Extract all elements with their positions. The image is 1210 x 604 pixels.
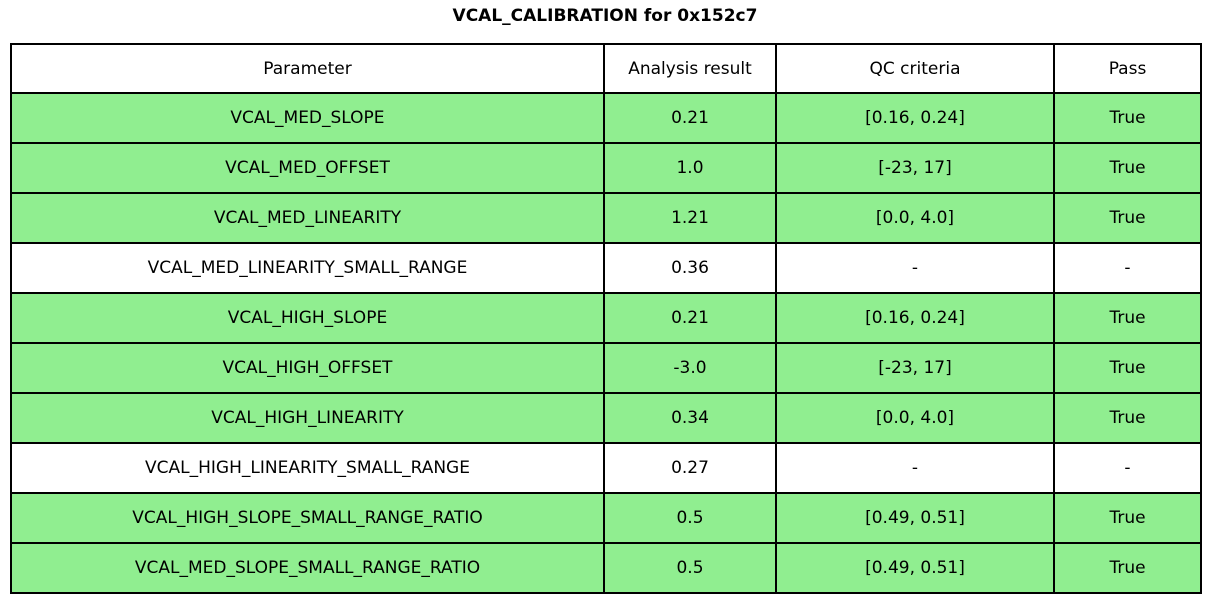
table-row: VCAL_MED_OFFSET 1.0 [-23, 17] True: [10, 142, 1202, 194]
cell-parameter: VCAL_HIGH_SLOPE_SMALL_RANGE_RATIO: [10, 492, 605, 544]
table-row: VCAL_HIGH_SLOPE 0.21 [0.16, 0.24] True: [10, 292, 1202, 344]
cell-pass: -: [1053, 442, 1202, 494]
cell-parameter: VCAL_HIGH_LINEARITY: [10, 392, 605, 444]
cell-analysis-result: 1.21: [603, 192, 777, 244]
cell-parameter: VCAL_MED_LINEARITY: [10, 192, 605, 244]
table-row: VCAL_MED_SLOPE 0.21 [0.16, 0.24] True: [10, 92, 1202, 144]
table-row: VCAL_HIGH_LINEARITY 0.34 [0.0, 4.0] True: [10, 392, 1202, 444]
table-header-row: Parameter Analysis result QC criteria Pass: [10, 43, 1202, 94]
table-row: VCAL_HIGH_SLOPE_SMALL_RANGE_RATIO 0.5 [0.4…: [10, 492, 1202, 544]
cell-pass: True: [1053, 542, 1202, 594]
cell-analysis-result: 0.21: [603, 92, 777, 144]
table-row: VCAL_MED_SLOPE_SMALL_RANGE_RATIO 0.5 [0.49…: [10, 542, 1202, 594]
cell-analysis-result: 0.36: [603, 242, 777, 294]
table-row: VCAL_HIGH_LINEARITY_SMALL_RANGE 0.27- -: [10, 442, 1202, 494]
qc-results-table: Parameter Analysis result QC criteria Pass …: [10, 43, 1202, 594]
cell-qc-criteria: [0.0, 4.0]: [775, 392, 1055, 444]
table-row: VCAL_HIGH_OFFSET -3.0 [-23, 17] True: [10, 342, 1202, 394]
column-header-parameter: Parameter: [10, 43, 605, 94]
cell-analysis-result: -3.0: [603, 342, 777, 394]
cell-parameter: VCAL_MED_SLOPE_SMALL_RANGE_RATIO: [10, 542, 605, 594]
cell-pass: True: [1053, 142, 1202, 194]
cell-qc-criteria: -: [775, 442, 1055, 494]
column-header-qc-criteria: QC criteria: [775, 43, 1055, 94]
cell-parameter: VCAL_HIGH_LINEARITY_SMALL_RANGE: [10, 442, 605, 494]
cell-pass: True: [1053, 492, 1202, 544]
cell-qc-criteria: [0.16, 0.24]: [775, 92, 1055, 144]
cell-pass: True: [1053, 392, 1202, 444]
cell-analysis-result: 0.5: [603, 542, 777, 594]
cell-analysis-result: 0.34: [603, 392, 777, 444]
cell-analysis-result: 0.21: [603, 292, 777, 344]
cell-parameter: VCAL_MED_OFFSET: [10, 142, 605, 194]
table-row: VCAL_MED_LINEARITY 1.21 [0.0, 4.0] True: [10, 192, 1202, 244]
cell-pass: True: [1053, 192, 1202, 244]
cell-qc-criteria: [-23, 17]: [775, 342, 1055, 394]
cell-parameter: VCAL_MED_LINEARITY_SMALL_RANGE: [10, 242, 605, 294]
cell-analysis-result: 0.27: [603, 442, 777, 494]
cell-pass: -: [1053, 242, 1202, 294]
cell-pass: True: [1053, 92, 1202, 144]
cell-qc-criteria: [0.49, 0.51]: [775, 542, 1055, 594]
cell-pass: True: [1053, 292, 1202, 344]
page-title: VCAL_CALIBRATION for 0x152c7: [452, 6, 758, 26]
cell-analysis-result: 1.0: [603, 142, 777, 194]
cell-qc-criteria: -: [775, 242, 1055, 294]
cell-analysis-result: 0.5: [603, 492, 777, 544]
table-row: VCAL_MED_LINEARITY_SMALL_RANGE 0.36- -: [10, 242, 1202, 294]
cell-parameter: VCAL_HIGH_OFFSET: [10, 342, 605, 394]
column-header-pass: Pass: [1053, 43, 1202, 94]
cell-parameter: VCAL_HIGH_SLOPE: [10, 292, 605, 344]
cell-qc-criteria: [0.0, 4.0]: [775, 192, 1055, 244]
cell-pass: True: [1053, 342, 1202, 394]
column-header-analysis-result: Analysis result: [603, 43, 777, 94]
cell-qc-criteria: [0.49, 0.51]: [775, 492, 1055, 544]
cell-qc-criteria: [-23, 17]: [775, 142, 1055, 194]
table-body: VCAL_MED_SLOPE 0.21 [0.16, 0.24] True VCAL_M…: [10, 92, 1202, 594]
cell-parameter: VCAL_MED_SLOPE: [10, 92, 605, 144]
cell-qc-criteria: [0.16, 0.24]: [775, 292, 1055, 344]
